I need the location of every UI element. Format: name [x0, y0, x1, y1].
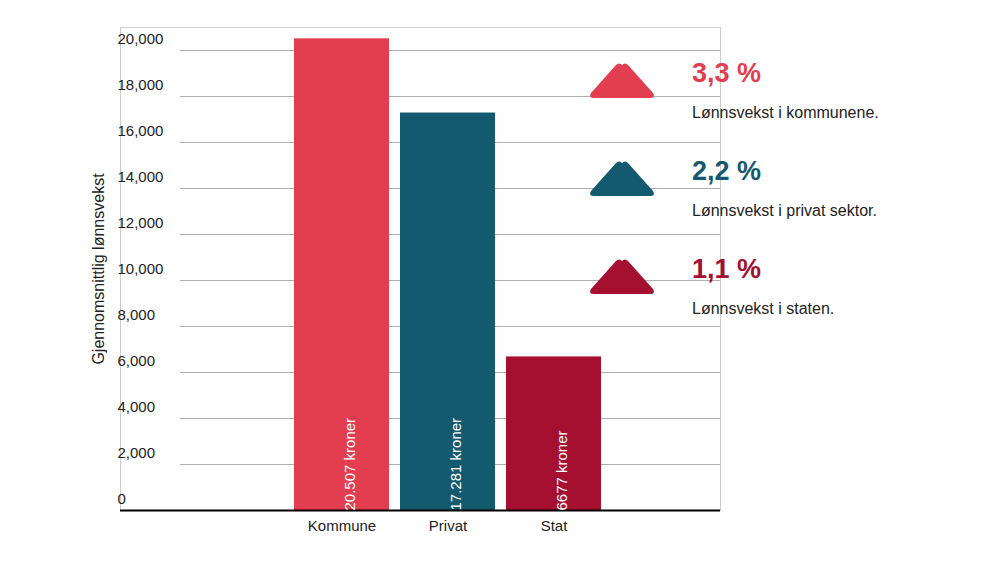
svg-text:8,000: 8,000 — [118, 306, 156, 323]
svg-text:6,000: 6,000 — [118, 352, 156, 369]
svg-text:12,000: 12,000 — [118, 214, 164, 231]
svg-text:16,000: 16,000 — [118, 122, 164, 139]
svg-text:10,000: 10,000 — [118, 260, 164, 277]
html-text:1,1 %: 1,1 % — [692, 254, 761, 284]
svg-text:0: 0 — [118, 490, 126, 507]
svg-text:4,000: 4,000 — [118, 398, 156, 415]
html-text:2,2 %: 2,2 % — [692, 156, 761, 186]
svg-text:Stat: Stat — [541, 517, 569, 534]
svg-text:Kommune: Kommune — [308, 517, 376, 534]
svg-text:17.281 kroner: 17.281 kroner — [447, 418, 464, 511]
html-text:3,3 %: 3,3 % — [692, 58, 761, 88]
svg-text:2,000: 2,000 — [118, 444, 156, 461]
svg-text:20.507 kroner: 20.507 kroner — [341, 418, 358, 511]
svg-text:Gjennomsnittlig lønnsvekst: Gjennomsnittlig lønnsvekst — [90, 173, 107, 365]
svg-text:Privat: Privat — [429, 517, 468, 534]
html-text:Lønnsvekst i kommunene.: Lønnsvekst i kommunene. — [692, 104, 879, 121]
svg-text:18,000: 18,000 — [118, 76, 164, 93]
html-text:Lønnsvekst i staten.: Lønnsvekst i staten. — [692, 300, 835, 317]
svg-text:20,000: 20,000 — [118, 30, 164, 47]
html-text:Lønnsvekst i privat sektor.: Lønnsvekst i privat sektor. — [692, 202, 877, 219]
svg-text:14,000: 14,000 — [118, 168, 164, 185]
svg-text:6677 kroner: 6677 kroner — [553, 430, 570, 510]
